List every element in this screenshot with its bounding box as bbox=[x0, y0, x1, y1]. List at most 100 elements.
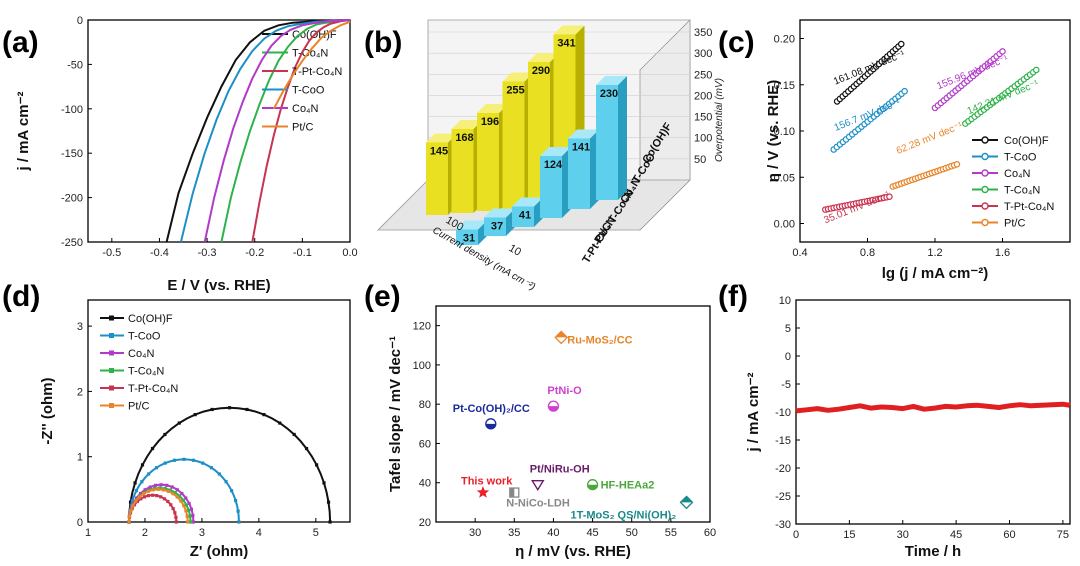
series-line-4 bbox=[203, 19, 351, 243]
legend-label: T-CoO bbox=[292, 85, 325, 97]
point-label: HF-HEAa2 bbox=[601, 480, 655, 492]
data-point bbox=[901, 87, 908, 95]
panel-label-c: (c) bbox=[718, 26, 755, 59]
data-point bbox=[174, 520, 178, 524]
y-tick-label: -25 bbox=[775, 491, 791, 503]
data-point bbox=[146, 494, 151, 498]
x-axis-label: E / V (vs. RHE) bbox=[167, 277, 270, 294]
y-tick-label: 40 bbox=[419, 478, 431, 490]
series-line-1 bbox=[220, 19, 351, 243]
legend-marker bbox=[981, 218, 989, 227]
bar-100-5-value: 145 bbox=[430, 146, 448, 158]
data-point bbox=[184, 509, 188, 513]
point-marker-fill bbox=[680, 496, 693, 503]
data-point bbox=[151, 488, 155, 492]
data-point bbox=[187, 501, 191, 505]
legend-marker bbox=[109, 333, 114, 338]
bar-10-1 bbox=[568, 138, 590, 209]
z-tick-label: 300 bbox=[694, 48, 712, 60]
data-point bbox=[1032, 66, 1040, 74]
panel-label-f: (f) bbox=[718, 280, 748, 313]
data-point bbox=[188, 520, 193, 524]
y-tick-label: 100 bbox=[413, 360, 431, 372]
current-trace bbox=[795, 401, 1071, 414]
point-label: This work bbox=[461, 476, 513, 488]
data-point bbox=[131, 504, 135, 508]
data-point bbox=[174, 515, 178, 519]
data-point bbox=[179, 499, 183, 503]
data-point bbox=[245, 407, 249, 412]
data-point bbox=[134, 496, 139, 500]
y-tick-label: 20 bbox=[419, 517, 431, 529]
data-point bbox=[147, 472, 151, 476]
data-point bbox=[184, 503, 189, 507]
x-tick-label: 30 bbox=[469, 527, 481, 539]
legend-label: Co₄N bbox=[1004, 168, 1031, 180]
slope-annotation: 161.08 mV dec⁻¹ bbox=[832, 49, 907, 88]
data-point bbox=[304, 446, 309, 451]
y-tick-label: 0.20 bbox=[774, 34, 795, 46]
legend-marker bbox=[981, 136, 989, 144]
z-axis-label: Overpotential (mV) bbox=[714, 78, 725, 162]
bar-100-3 bbox=[477, 113, 499, 211]
nyquist-arc-0 bbox=[128, 406, 332, 523]
bar-100-4 bbox=[451, 129, 474, 213]
data-point bbox=[163, 486, 167, 491]
bar-100-5-top bbox=[426, 133, 457, 143]
x-tick-label: 30 bbox=[897, 529, 909, 541]
chart-f-stability-chronoamperometry: 0 15 30 45 60 75 10 5 0 -5 -10 -15 -20 -25 -30 Time / h… bbox=[745, 295, 1071, 560]
x-tick-label: -0.2 bbox=[245, 247, 264, 259]
data-point bbox=[278, 421, 282, 425]
y-tick-label: 10 bbox=[779, 295, 791, 307]
chart-c-tafel-plot: 0.4 0.8 1.2 1.6 0.00 0.05 0.10 0.15 0.20 lg (j / … bbox=[765, 19, 1071, 282]
panel-label-b: (b) bbox=[364, 26, 402, 59]
x-tick-label: 55 bbox=[665, 527, 677, 539]
bar-100-1-value: 290 bbox=[532, 65, 550, 77]
z-tick-label: 350 bbox=[694, 27, 712, 39]
data-point bbox=[165, 483, 169, 487]
bar-100-2-value: 255 bbox=[506, 85, 524, 97]
data-point bbox=[168, 488, 172, 492]
x-tick-label: 0.0 bbox=[342, 247, 357, 259]
z-tick-label: 50 bbox=[694, 154, 706, 166]
legend-label: Pt/C bbox=[292, 122, 313, 134]
legend-label: Co(OH)F bbox=[1004, 135, 1049, 147]
x-tick-label: 50 bbox=[626, 527, 638, 539]
bar-10-4-value: 37 bbox=[491, 221, 503, 233]
data-point bbox=[262, 413, 266, 417]
data-point bbox=[142, 492, 146, 496]
x-tick-label: -0.4 bbox=[150, 247, 169, 259]
data-point bbox=[227, 406, 232, 410]
x-axis-label: Time / h bbox=[905, 543, 961, 560]
data-point bbox=[177, 421, 181, 425]
data-point bbox=[134, 489, 138, 493]
y-tick-label: 80 bbox=[419, 399, 431, 411]
bar-100-4-value: 168 bbox=[455, 132, 473, 144]
data-point bbox=[217, 472, 221, 476]
bar-10-2 bbox=[540, 156, 562, 218]
point-marker-fill bbox=[548, 406, 559, 412]
legend-marker bbox=[109, 403, 114, 408]
data-point bbox=[328, 520, 332, 524]
chart-f-frame bbox=[795, 299, 1071, 525]
bar-10-0 bbox=[596, 85, 618, 200]
x-tick-label: -0.3 bbox=[198, 247, 217, 259]
legend-marker bbox=[981, 169, 989, 177]
data-point bbox=[999, 48, 1006, 55]
data-point bbox=[326, 500, 331, 504]
chart-e-frame bbox=[435, 305, 711, 523]
x-axis-label: η / mV (vs. RHE) bbox=[515, 543, 631, 560]
legend-label: T-CoO bbox=[1004, 152, 1037, 164]
legend-marker bbox=[109, 368, 114, 373]
bar-10-4 bbox=[484, 217, 506, 236]
data-point bbox=[127, 520, 131, 524]
data-point bbox=[897, 40, 905, 48]
legend-label: Co₄N bbox=[128, 348, 155, 360]
bar-10-3-value: 41 bbox=[519, 210, 531, 222]
panel-label-d: (d) bbox=[2, 280, 40, 313]
legend-marker bbox=[109, 315, 114, 321]
data-point bbox=[142, 495, 147, 499]
bar-100-3-top bbox=[477, 104, 508, 113]
x-axis-label: Z' (ohm) bbox=[190, 543, 249, 560]
chart-b-overpotential-3d-bars: 50 100 150 200 250 300 350 Overpotential (mV) 14… bbox=[377, 19, 725, 293]
